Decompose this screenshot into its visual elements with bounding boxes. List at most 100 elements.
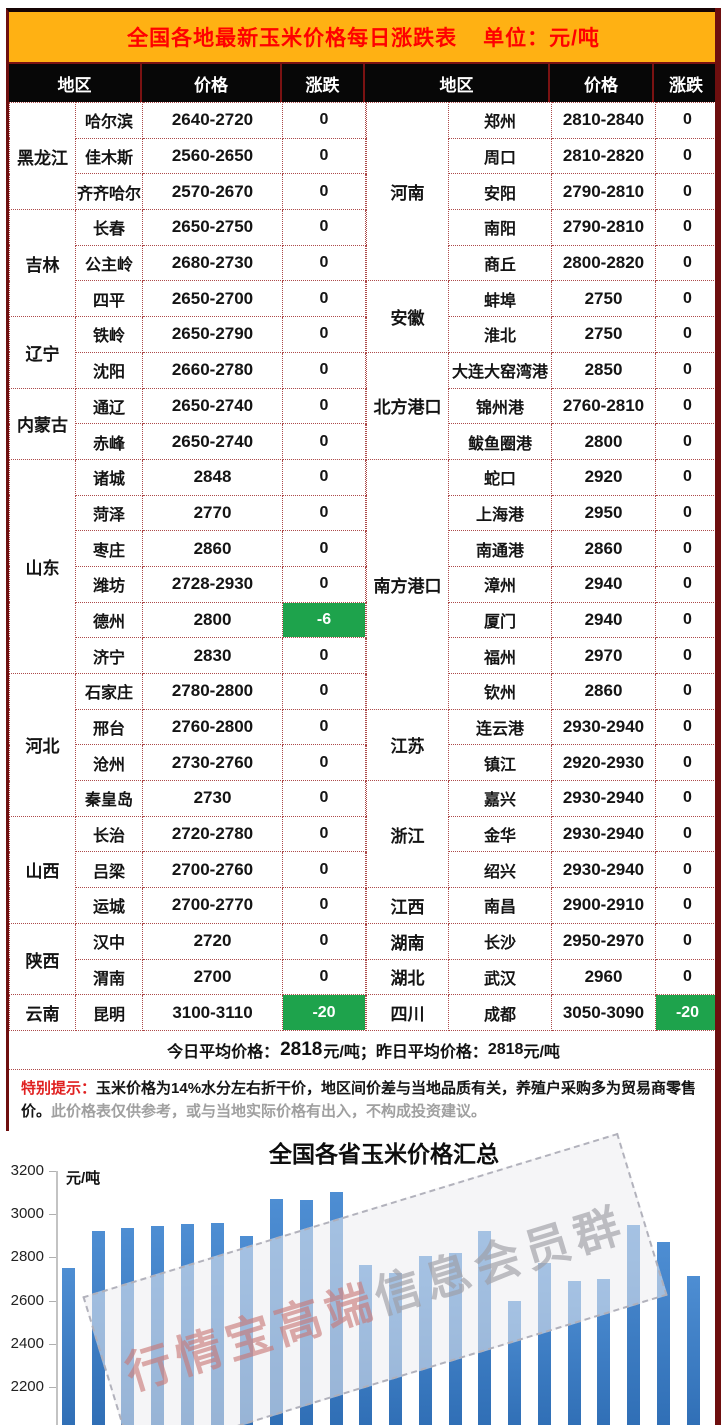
city-cell: 济宁	[75, 637, 143, 674]
table-row: 山西 长治 2720-2780 0	[9, 815, 366, 924]
y-tick-label: 2600	[10, 1291, 44, 1309]
table-row: 福州 2970 0	[367, 637, 720, 674]
y-tick-mark	[49, 1171, 56, 1172]
table-row: 菏泽 2770 0	[10, 494, 366, 532]
city-cell: 钦州	[448, 673, 552, 710]
table-row: 南方港口 蛇口 2920 0	[366, 458, 720, 710]
table-row: 邢台 2760-2800 0	[10, 708, 366, 746]
price-table-left: 黑龙江 哈尔滨 2640-2720 0 佳木斯 2560-2650 0 齐齐哈尔 2570-26…	[9, 101, 366, 1031]
y-axis-unit-label: 元/吨	[66, 1170, 101, 1187]
yesterday-average-unit: 元/吨	[523, 1043, 560, 1061]
price-cell: 2900-2910	[551, 887, 656, 924]
price-cell: 2720-2780	[142, 815, 283, 853]
table-row: 沈阳 2660-2780 0	[10, 351, 366, 389]
price-tables: 黑龙江 哈尔滨 2640-2720 0 佳木斯 2560-2650 0 齐齐哈尔 2570-26…	[9, 101, 720, 1031]
price-cell: 2790-2810	[551, 173, 656, 211]
change-cell: 0	[655, 673, 720, 710]
y-tick-mark	[49, 1343, 56, 1345]
table-row: 佳木斯 2560-2650 0	[10, 137, 366, 175]
city-cell: 邢台	[75, 708, 143, 746]
table-row: 渭南 2700 0	[10, 958, 366, 996]
province-cell: 辽宁	[9, 316, 76, 389]
change-cell: 0	[282, 458, 366, 496]
change-cell: 0	[655, 387, 720, 425]
price-table-right: 河南 郑州 2810-2840 0 周口 2810-2820 0 安阳 2790-2810 0 南阳…	[366, 101, 720, 1031]
price-cell: 2930-2940	[551, 851, 656, 889]
price-cell: 2680-2730	[142, 244, 283, 282]
table-row: 江苏 连云港 2930-2940 0	[366, 708, 720, 782]
change-cell: 0	[655, 780, 720, 817]
change-cell: 0	[282, 673, 366, 710]
price-cell: 2650-2740	[142, 423, 283, 460]
province-cell: 江苏	[366, 708, 449, 782]
price-cell: 2800	[551, 423, 656, 460]
notice-disclaimer: 此价格表仅供参考，或与当地实际价格有出入，不构成投资建议。	[51, 1103, 487, 1121]
city-cell: 武汉	[448, 958, 552, 996]
change-cell: 0	[282, 851, 366, 889]
change-cell: 0	[282, 280, 366, 318]
table-row: 山东 诸城 2848 0	[9, 458, 366, 675]
city-cell: 安阳	[448, 173, 552, 211]
city-cell: 厦门	[448, 601, 552, 639]
table-row: 江西 南昌 2900-2910 0	[366, 887, 720, 924]
price-bar-chart: 全国各省玉米价格汇总 元/吨 行情宝高端信息会员群 3200 3000 2800 26…	[0, 1131, 715, 1425]
notice-main-text: 玉米价格为14%水分左右折干价，地区间价差与当地品质有关，养殖户采购多为贸易商零…	[21, 1079, 697, 1121]
city-cell: 福州	[448, 637, 552, 674]
price-cell: 2650-2700	[142, 280, 283, 318]
city-cell: 成都	[448, 994, 552, 1031]
change-cell: 0	[282, 423, 366, 460]
price-cell: 2940	[551, 601, 656, 639]
col-header-change-right: 涨跌	[669, 75, 703, 95]
change-cell: 0	[655, 173, 720, 211]
price-cell: 2848	[142, 458, 283, 496]
table-row: 秦皇岛 2730 0	[10, 780, 366, 817]
yesterday-average-value: 2818	[487, 1040, 524, 1058]
price-cell: 2650-2740	[142, 387, 283, 425]
table-row: 云南 昆明 3100-3110 -20	[9, 994, 366, 1031]
change-cell: -6	[282, 601, 366, 639]
city-cell: 南通港	[448, 530, 552, 567]
province-cell: 黑龙江	[9, 101, 76, 211]
table-row: 商丘 2800-2820 0	[367, 244, 720, 282]
city-cell: 金华	[448, 815, 552, 853]
price-cell: 2810-2820	[551, 137, 656, 175]
price-cell: 2750	[551, 280, 656, 318]
change-cell: 0	[282, 209, 366, 246]
city-cell: 诸城	[75, 458, 143, 496]
change-cell: 0	[655, 601, 720, 639]
city-cell: 四平	[75, 280, 143, 318]
city-cell: 秦皇岛	[75, 780, 143, 817]
price-cell: 2920	[551, 458, 656, 496]
table-row: 湖南 长沙 2950-2970 0	[366, 922, 720, 960]
change-cell: 0	[282, 530, 366, 567]
change-cell: -20	[282, 994, 366, 1031]
table-unit: 单位：元/吨	[483, 27, 600, 50]
city-cell: 蚌埠	[448, 280, 552, 318]
city-cell: 汉中	[75, 922, 143, 960]
table-row: 吉林 长春 2650-2750 0	[9, 209, 366, 318]
change-cell: 0	[655, 102, 720, 139]
today-average-label: 今日平均价格：	[167, 1043, 280, 1061]
table-row: 南阳 2790-2810 0	[367, 209, 720, 246]
city-cell: 南阳	[448, 209, 552, 246]
price-cell: 2660-2780	[142, 351, 283, 389]
table-row: 赤峰 2650-2740 0	[10, 423, 366, 460]
province-cell: 江西	[366, 887, 449, 924]
change-cell: 0	[282, 387, 366, 425]
table-row: 陕西 汉中 2720 0	[9, 922, 366, 996]
chart-title: 全国各省玉米价格汇总	[269, 1141, 499, 1167]
table-row: 厦门 2940 0	[367, 601, 720, 639]
table-row: 河北 石家庄 2780-2800 0	[9, 673, 366, 817]
change-cell: 0	[655, 530, 720, 567]
col-header-change-left: 涨跌	[282, 64, 365, 102]
price-cell: 2728-2930	[142, 565, 283, 603]
change-cell: 0	[655, 209, 720, 246]
table-row: 河南 郑州 2810-2840 0	[366, 101, 720, 282]
change-cell: 0	[655, 565, 720, 603]
city-cell: 哈尔滨	[75, 102, 143, 139]
change-cell: 0	[655, 815, 720, 853]
province-cell: 湖北	[366, 958, 449, 996]
price-cell: 2760-2810	[551, 387, 656, 425]
city-cell: 运城	[75, 887, 143, 924]
province-cell: 吉林	[9, 209, 76, 318]
